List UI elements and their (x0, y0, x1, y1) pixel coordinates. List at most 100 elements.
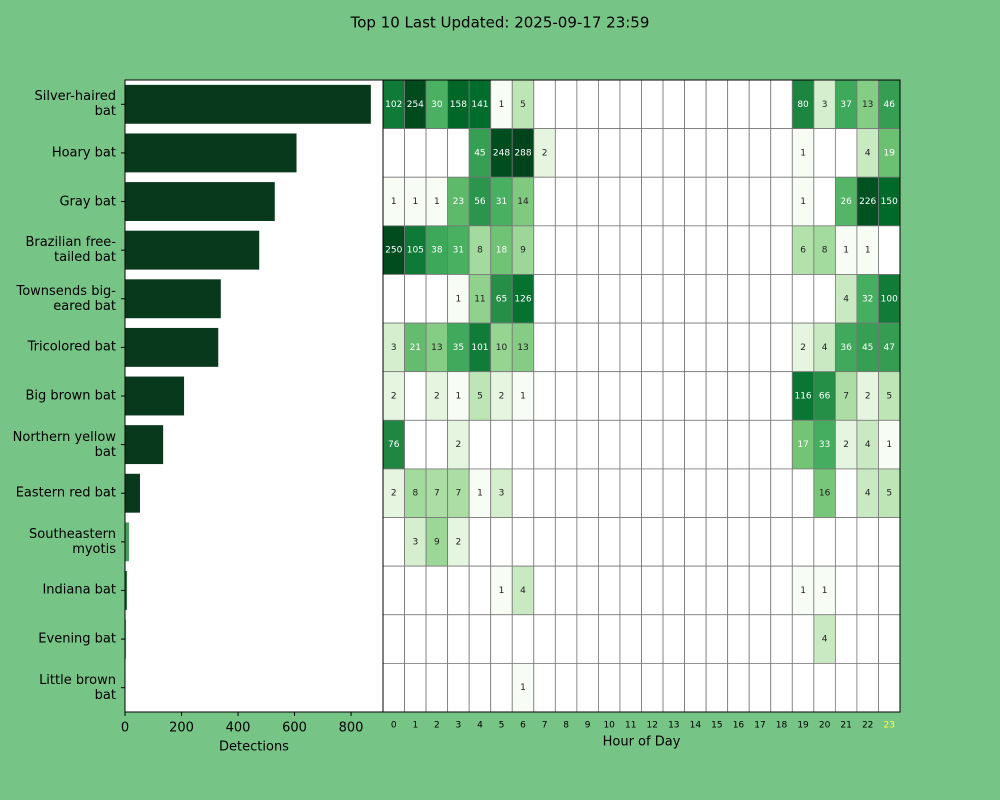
cell-label: 4 (822, 635, 828, 645)
cell (425, 419, 449, 470)
cell (619, 322, 642, 373)
cell (662, 468, 685, 518)
cell (684, 322, 707, 373)
cell (404, 565, 427, 616)
cell (641, 128, 664, 178)
cell (705, 517, 729, 567)
cell (748, 371, 772, 421)
y-tick-label: Little brown bat (39, 672, 116, 703)
y-tick-label: Northern yellow bat (12, 429, 116, 460)
cell (770, 128, 793, 178)
cell-label: 7 (434, 489, 440, 499)
bar (125, 327, 219, 367)
cell (554, 517, 578, 567)
cell (554, 128, 578, 178)
cell (619, 79, 642, 130)
cell (813, 662, 836, 713)
cell (748, 517, 772, 567)
y-tick-label: Big brown bat (25, 388, 117, 404)
cell-label: 9 (434, 537, 440, 547)
cell (425, 662, 449, 713)
x-tick-label: 4 (477, 721, 483, 731)
cell (727, 662, 750, 713)
cell-label: 2 (391, 392, 397, 402)
cell (598, 128, 621, 178)
cell-label: 4 (865, 489, 871, 499)
cell-label: 33 (819, 440, 830, 450)
cell-label: 248 (493, 148, 510, 158)
x-tick-label: 800 (339, 721, 364, 736)
cell (641, 614, 664, 664)
cell (856, 614, 879, 664)
cell (468, 662, 492, 713)
cell (727, 274, 750, 324)
cell (598, 371, 621, 421)
cell (705, 662, 729, 713)
cell (576, 517, 599, 567)
cell (533, 662, 556, 713)
cell (748, 614, 772, 664)
cell (684, 419, 707, 470)
cell (705, 614, 729, 664)
cell (576, 79, 599, 130)
cell-label: 1 (412, 197, 418, 207)
cell (770, 468, 793, 518)
cell (382, 565, 405, 616)
x-tick-label: 22 (862, 721, 873, 731)
cell-label: 10 (496, 343, 508, 353)
cell-label: 1 (822, 586, 828, 596)
x-tick-label: 16 (733, 721, 745, 731)
cell (684, 274, 707, 324)
cell (576, 176, 599, 227)
cell (404, 371, 427, 421)
cell (727, 176, 750, 227)
cell (404, 128, 427, 178)
cell (619, 225, 642, 275)
cell (598, 517, 621, 567)
x-tick-label: 23 (884, 721, 895, 731)
y-tick-label: Gray bat (59, 194, 116, 210)
cell (533, 225, 556, 275)
cell-label: 2 (391, 489, 397, 499)
cell (533, 419, 556, 470)
cell-label: 13 (431, 343, 442, 353)
cell-label: 80 (797, 100, 809, 110)
cell (770, 225, 793, 275)
cell-label: 13 (517, 343, 528, 353)
cell-label: 1 (499, 100, 505, 110)
cell (619, 517, 642, 567)
cell (404, 614, 427, 664)
cell (856, 662, 879, 713)
cell (425, 614, 449, 664)
cell (684, 517, 707, 567)
x-tick-label: 18 (776, 721, 788, 731)
cell (727, 322, 750, 373)
cell (382, 614, 405, 664)
cell (576, 371, 599, 421)
cell-label: 32 (862, 294, 873, 304)
cell-label: 141 (471, 100, 488, 110)
cell (598, 468, 621, 518)
cell (834, 565, 858, 616)
cell (705, 79, 729, 130)
x-tick-label: 6 (520, 721, 526, 731)
cell (662, 176, 685, 227)
cell (813, 176, 836, 227)
cell (770, 662, 793, 713)
cell-label: 2 (843, 440, 849, 450)
cell (598, 662, 621, 713)
cell (533, 176, 556, 227)
cell (662, 517, 685, 567)
cell-label: 45 (474, 148, 485, 158)
cell (727, 419, 750, 470)
cell (705, 176, 729, 227)
cell (878, 614, 901, 664)
cell-label: 101 (471, 343, 488, 353)
chart-title: Top 10 Last Updated: 2025-09-17 23:59 (350, 14, 650, 32)
x-tick-label: 0 (391, 721, 397, 731)
x-tick-label: 5 (499, 721, 505, 731)
x-tick-label: 9 (585, 721, 591, 731)
cell (533, 614, 556, 664)
cell (791, 662, 815, 713)
cell (404, 419, 427, 470)
